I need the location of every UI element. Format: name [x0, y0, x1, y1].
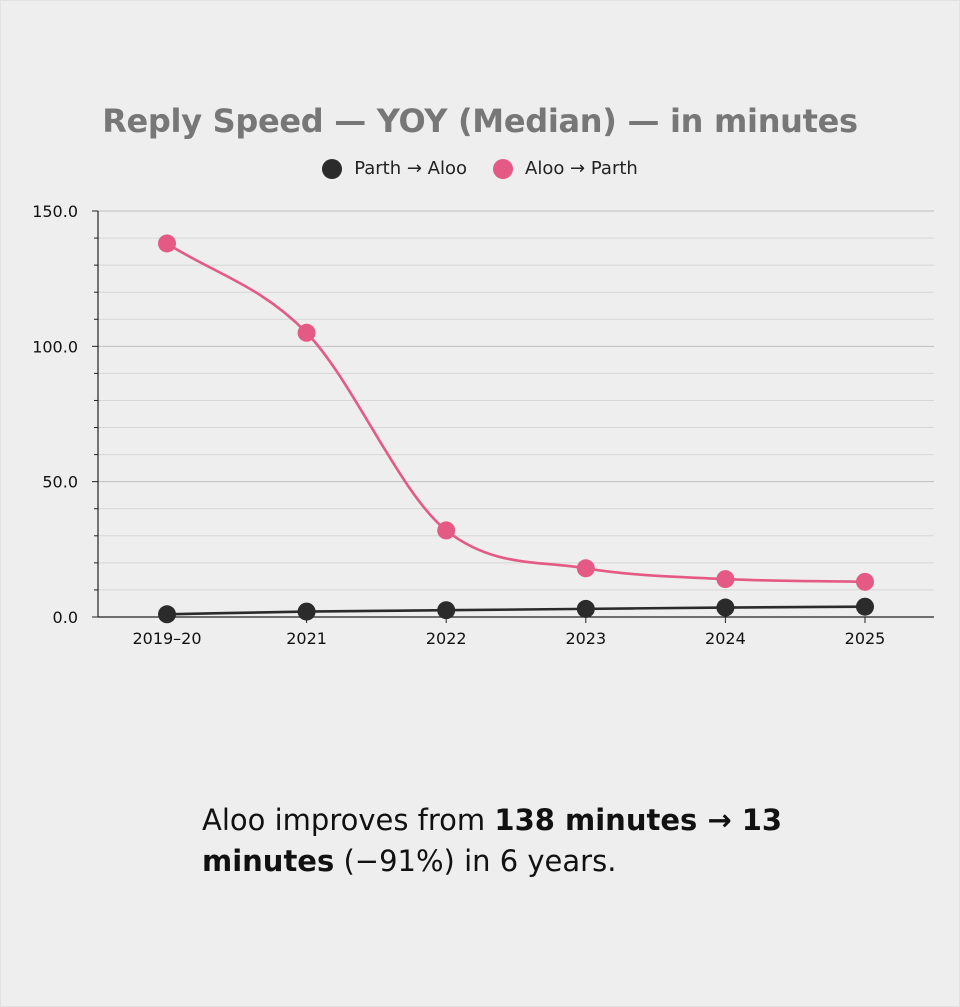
data-point-parth-aloo — [297, 602, 316, 621]
legend-label-aloo-parth: Aloo → Parth — [525, 158, 638, 179]
legend: Parth → Aloo Aloo → Parth — [0, 158, 960, 179]
x-tick-label: 2021 — [286, 629, 327, 648]
legend-item-aloo-parth: Aloo → Parth — [493, 158, 638, 179]
y-tick-label: 0.0 — [53, 608, 78, 627]
caption-suffix: (−91%) in 6 years. — [334, 844, 617, 878]
data-point-aloo-parth — [576, 559, 595, 578]
chart-title: Reply Speed — YOY (Median) — in minutes — [102, 102, 858, 140]
series-line-parth-aloo — [166, 605, 866, 616]
x-tick-label: 2019–20 — [132, 629, 201, 648]
data-point-aloo-parth — [856, 572, 874, 591]
caption: Aloo improves from 138 minutes → 13 minu… — [202, 800, 802, 882]
data-point-parth-aloo — [716, 598, 735, 617]
y-tick-label: 50.0 — [42, 473, 78, 492]
data-point-aloo-parth — [297, 323, 316, 342]
legend-marker-aloo-parth — [493, 158, 513, 179]
x-tick-label: 2025 — [845, 629, 886, 648]
data-point-aloo-parth — [716, 570, 735, 589]
series-line-aloo-parth — [166, 242, 866, 584]
x-tick-label: 2022 — [426, 629, 467, 648]
data-point-parth-aloo — [158, 605, 176, 624]
data-point-aloo-parth — [437, 521, 456, 540]
x-tick-label: 2023 — [565, 629, 606, 648]
y-tick-label: 100.0 — [32, 337, 78, 356]
legend-label-parth-aloo: Parth → Aloo — [354, 158, 467, 179]
legend-item-parth-aloo: Parth → Aloo — [322, 158, 467, 179]
caption-highlight: 138 minutes → 13 minutes — [202, 803, 783, 878]
x-tick-label: 2024 — [705, 629, 746, 648]
legend-marker-parth-aloo — [322, 158, 343, 179]
y-tick-label: 150.0 — [32, 202, 78, 221]
data-point-parth-aloo — [576, 599, 595, 618]
caption-prefix: Aloo improves from — [202, 803, 495, 837]
data-point-parth-aloo — [437, 601, 456, 620]
data-point-aloo-parth — [158, 234, 176, 253]
data-point-parth-aloo — [856, 597, 874, 616]
line-chart: 0.0 50.0 100.0 150.0 2019–20 2021 2022 2023 2024… — [32, 202, 934, 648]
